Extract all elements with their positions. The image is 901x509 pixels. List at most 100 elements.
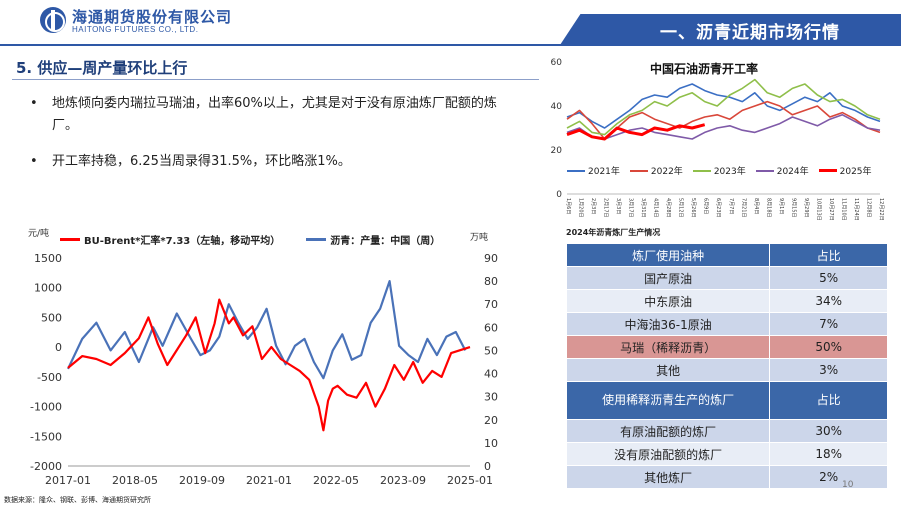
table-cell-value: 7% [769,312,888,336]
x-tick-label: 3月3日 [615,198,621,214]
y-right-tick-label: 10 [484,437,498,450]
table-row: 中东原油 34% [565,289,888,313]
spread-series-line [67,298,471,432]
x-tick-label: 2017-01 [45,474,91,487]
x-tick-label: 1月20日 [578,198,584,218]
legend-swatch [60,238,80,241]
y-left-tick-label: -1000 [30,401,62,414]
chart-title: 中国石油沥青开工率 [650,62,759,76]
table-row: 国产原油 5% [565,266,888,290]
table-cell-value: 30% [769,419,888,443]
refinery-production-table: 炼厂使用油种 占比 国产原油 5% 中东原油 34% 中海油36-1原油 7% 马瑞（稀释沥青）… [565,243,888,489]
table-cell-label: 其他炼厂 [565,465,771,489]
table-cell-value: 34% [769,289,888,313]
x-tick-label: 6月9日 [703,198,709,214]
y-right-tick-label: 30 [484,391,498,404]
series-line-2024年 [566,114,881,140]
legend-item: 2024年 [755,164,809,177]
y-right-tick-label: 70 [484,298,498,311]
y-left-tick-label: 1500 [34,252,62,265]
table-header-row: 炼厂使用油种 占比 [565,243,888,267]
y-right-tick-label: 80 [484,275,498,288]
company-name-cn: 海通期货股份有限公司 [72,8,233,26]
section-title: 一、沥青近期市场行情 [660,23,840,43]
data-source-note: 数据来源：隆众、钢联、彭博、海通期货研究所 [4,496,151,504]
x-tick-label: 3月17日 [628,198,634,218]
table-row: 有原油配额的炼厂 30% [565,419,888,443]
x-tick-label: 3月31日 [640,198,646,218]
y-left-tick-label: -2000 [30,460,62,473]
y-right-tick-label: 90 [484,252,498,265]
table-cell-label: 马瑞（稀释沥青） [565,335,771,359]
table-cell-value: 50% [769,335,888,359]
x-tick-label: 2023-09 [380,474,426,487]
legend-item-production: 沥青：产量：中国（周） [306,232,440,247]
spread-production-plot: 150010005000-500-1000-1500-2000908070605… [30,252,498,487]
legend-item: 2021年 [567,164,620,177]
company-logo-icon [40,7,66,33]
legend-swatch [306,238,327,241]
legend-swatch [692,169,711,172]
x-tick-label: 2月17日 [603,198,609,218]
x-tick-label: 8月18日 [765,198,771,218]
x-tick-label: 4月28日 [665,198,671,218]
table-cell-label: 使用稀释沥青生产的炼厂 [565,381,771,420]
table-row: 没有原油配额的炼厂 18% [565,442,888,466]
right-axis-unit: 万吨 [470,233,489,243]
legend-label: 2025年 [839,167,872,177]
legend-swatch [818,169,837,172]
legend-item: 2022年 [629,164,683,177]
table-row: 其他炼厂 2% [565,465,888,489]
legend-label: 2024年 [776,167,809,177]
x-tick-label: 8月4日 [753,198,759,214]
table-cell-value: 2% [769,465,888,489]
table-cell-value: 18% [769,442,888,466]
y-right-tick-label: 20 [484,414,498,427]
chart-legend: 2021年 2022年 2023年 2024年 2025年 [567,164,882,177]
table-cell-label: 中海油36-1原油 [565,312,771,336]
bullet-dot: • [30,96,38,111]
y-left-tick-label: 1000 [34,282,62,295]
series-line-2022年 [566,100,881,140]
operating-rate-chart: 60 40 20 0 1月6日 1月20日 2月3日 2月17日 3月3日 3月17日 3月31日 4… [545,52,885,224]
left-axis-unit: 元/吨 [28,229,50,239]
y-left-tick-label: -1500 [30,430,62,443]
heading-divider [12,79,539,80]
y-right-tick-label: 50 [484,344,498,357]
x-tick-label: 9月15日 [790,198,796,218]
table-cell-label: 其他 [565,358,771,382]
x-tick-label: 12月22日 [878,198,884,221]
y-tick-label: 60 [551,58,563,68]
x-tick-label: 2022-05 [313,474,359,487]
legend-label: 2021年 [588,167,620,177]
table-cell-label: 没有原油配额的炼厂 [565,442,771,466]
bullet-text: 开工率持稳，6.25当周录得31.5%，环比略涨1%。 [52,154,351,169]
x-tick-label: 12月8日 [865,198,871,218]
production-series-line [67,280,467,380]
table-cell-value: 占比 [769,381,888,420]
table-row: 中海油36-1原油 7% [565,312,888,336]
x-tick-label: 11月24日 [853,198,859,221]
x-tick-label: 4月14日 [653,198,659,218]
x-tick-label: 10月27日 [828,198,834,221]
bullet-item-2: • 开工率持稳，6.25当周录得31.5%，环比略涨1%。 [30,151,502,173]
y-right-tick-label: 60 [484,321,498,334]
x-tick-label: 6月23日 [715,198,721,218]
x-tick-label: 2018-05 [112,474,158,487]
bullet-text: 地炼倾向委内瑞拉马瑞油，出率60%以上，尤其是对于没有原油炼厂配额的炼厂。 [52,96,497,133]
x-tick-label: 2025-01 [447,474,493,487]
series-line-2025年 [566,123,706,141]
x-tick-label: 2019-09 [179,474,225,487]
legend-label: 2023年 [713,167,746,177]
spread-production-chart: 元/吨 万吨 BU-Brent*汇率*7.33（左轴，移动平均） 沥青：产量：中… [0,226,500,494]
legend-item-spread: BU-Brent*汇率*7.33（左轴，移动平均） [60,232,280,247]
y-left-tick-label: 0 [55,341,62,354]
legend-swatch [755,169,774,172]
series-line-2023年 [566,78,881,136]
y-right-tick-label: 40 [484,368,498,381]
y-tick-label: 0 [556,190,562,200]
page-number: 10 [842,480,854,490]
x-tick-label: 11月10日 [840,198,846,221]
y-left-tick-label: -500 [37,371,62,384]
legend-label: 沥青：产量：中国（周） [330,236,441,247]
